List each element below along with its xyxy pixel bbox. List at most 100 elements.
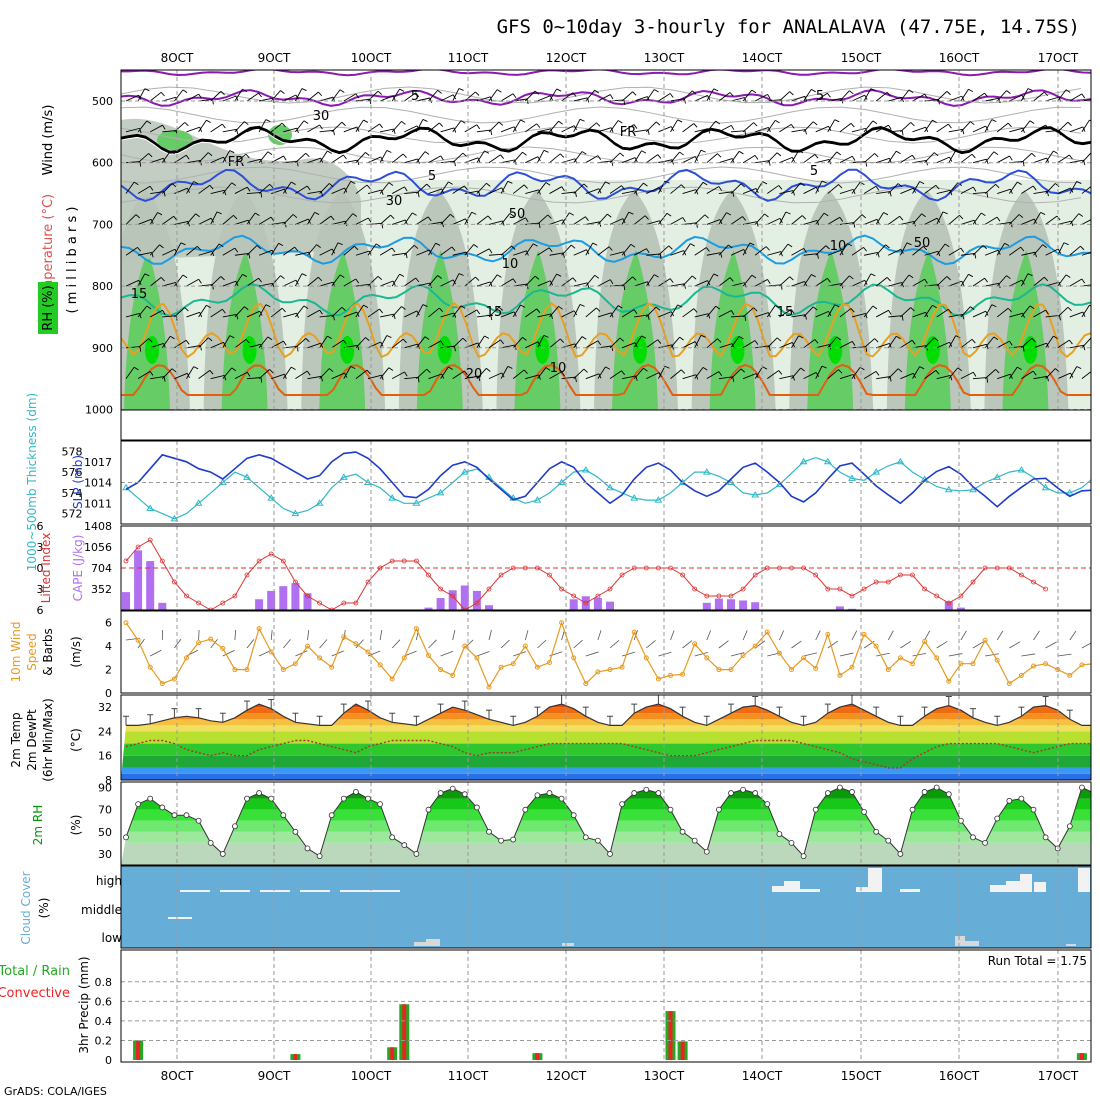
ua-wind-barb — [1009, 312, 1023, 318]
ua-wind-barb-flag — [417, 343, 420, 349]
ua-wind-barb-flag — [1022, 127, 1025, 134]
ua-ytick-label: 800 — [92, 280, 113, 293]
ua-wind-barb — [416, 304, 424, 318]
ua-wind-barb — [694, 128, 709, 133]
ua-wind-barb-flag — [440, 155, 444, 161]
ua-wind-barb — [876, 191, 891, 194]
ua-wind-barb — [912, 181, 921, 194]
time-label-bottom: 8OCT — [161, 1069, 194, 1083]
ua-wind-barb-flag — [789, 276, 794, 281]
ua-wind-barb — [355, 98, 370, 102]
ua-wind-barb — [537, 214, 549, 225]
ua-wind-barb-flag — [885, 244, 890, 249]
ua-wind-barb-flag — [182, 89, 188, 94]
ua-wind-barb — [936, 374, 951, 380]
ua-wind-barb-flag — [1096, 284, 1097, 289]
ua-wind-barb-flag — [270, 216, 275, 222]
lifted-index-point — [704, 593, 710, 599]
ua-wind-barb-flag — [424, 336, 430, 340]
ua-wind-barb — [646, 187, 660, 194]
ua-wind-barb — [851, 94, 865, 102]
ua-wind-barb-flag — [146, 305, 152, 310]
ua-wind-barb-flag — [159, 244, 164, 249]
ua-wind-barb-flag — [1006, 90, 1011, 94]
tick-layer: 5006007008009001000578576574572101710141… — [37, 51, 1079, 1083]
ua-wind-barb-flag — [220, 276, 225, 281]
ua-wind-barb — [912, 246, 924, 256]
panel-frame — [120, 610, 1092, 694]
ua-wind-barb — [355, 304, 364, 318]
lifted-index-point — [643, 565, 649, 571]
ua-wind-barb-flag — [575, 191, 577, 197]
ua-wind-barb-flag — [935, 370, 940, 375]
ua-wind-barb — [549, 120, 559, 133]
lifted-index-point — [885, 579, 891, 585]
ua-wind-barb-flag — [148, 338, 153, 343]
ua-wind-barb — [621, 244, 632, 256]
ua-wind-barb — [222, 182, 233, 194]
ua-wind-barb-flag — [821, 180, 827, 184]
ua-wind-barb-flag — [278, 242, 284, 247]
ua-wind-barb — [367, 189, 382, 194]
ua-wind-barb — [754, 213, 765, 225]
ua-wind-barb — [149, 309, 163, 318]
wind10m-barb — [391, 639, 401, 649]
ua-wind-barb — [355, 152, 366, 164]
ua-wind-barb-flag — [632, 91, 637, 96]
ua-wind-barb-flag — [1093, 185, 1096, 189]
cloud-low-block — [426, 939, 440, 946]
ua-wind-barb — [476, 96, 491, 102]
rh2m-axis-titles: 2m RH (%) — [31, 805, 83, 846]
lifted-index-point — [535, 565, 540, 571]
cape-bar — [727, 599, 735, 610]
cloud-high-block — [856, 887, 868, 892]
cape-bar — [134, 550, 143, 610]
cape-bar — [702, 602, 711, 610]
ua-contour-label: 5 — [411, 89, 419, 104]
time-label-bottom: 14OCT — [742, 1069, 783, 1083]
rh2m-point — [716, 806, 722, 813]
wind10m-point — [897, 655, 903, 661]
thickness-point — [630, 494, 639, 501]
ua-wind-barb — [186, 93, 199, 102]
ua-wind-barb — [621, 124, 635, 133]
ua-wind-barb — [125, 279, 139, 287]
ua-wind-barb-flag — [836, 151, 842, 156]
panel-frame — [120, 949, 1092, 1063]
ua-wind-barb — [936, 156, 950, 164]
ua-wind-barb — [1081, 186, 1091, 194]
ua-wind-barb — [1045, 248, 1059, 256]
rh2m-point — [413, 851, 420, 857]
ua-wind-barb-flag — [490, 315, 493, 321]
ua-wind-barb — [960, 306, 971, 318]
ua-wind-barb-flag — [498, 121, 504, 126]
ua-wind-barb — [222, 280, 237, 287]
precip-units: 3hr Precip (mm) — [77, 956, 91, 1053]
ua-wind-barb — [549, 88, 558, 102]
ua-wind-barb — [621, 157, 636, 164]
thickness-tick-label: 574 — [62, 487, 83, 500]
ua-wind-barb — [1033, 91, 1045, 102]
wind10m-point — [934, 655, 940, 661]
ua-wind-barb-flag — [817, 253, 819, 259]
ua-contour-label: 5 — [816, 89, 824, 104]
ua-wind-barb — [319, 215, 332, 225]
ua-wind-barb-flag — [827, 278, 831, 283]
ua-wind-barb-flag — [901, 97, 904, 103]
ua-wind-barb-flag — [296, 313, 299, 319]
ua-wind-barb — [234, 371, 248, 380]
ua-wind-barb — [525, 189, 539, 194]
rh2m-point — [498, 837, 505, 844]
lifted-tick-label: 3 — [37, 583, 44, 596]
ua-wind-barb-flag — [730, 125, 735, 130]
ua-wind-barb — [150, 157, 164, 164]
cape-bar — [158, 602, 167, 610]
ua-wind-barb-flag — [910, 307, 915, 312]
cloud-low-block — [965, 941, 979, 946]
ua-wind-barb-flag — [561, 186, 565, 192]
ua-wind-barb-flag — [242, 273, 248, 278]
ua-wind-barb — [621, 91, 633, 102]
rh2m-point — [473, 804, 480, 811]
precip-tick-label: 0 — [105, 1054, 112, 1067]
ua-wind-barb-flag — [369, 99, 372, 105]
